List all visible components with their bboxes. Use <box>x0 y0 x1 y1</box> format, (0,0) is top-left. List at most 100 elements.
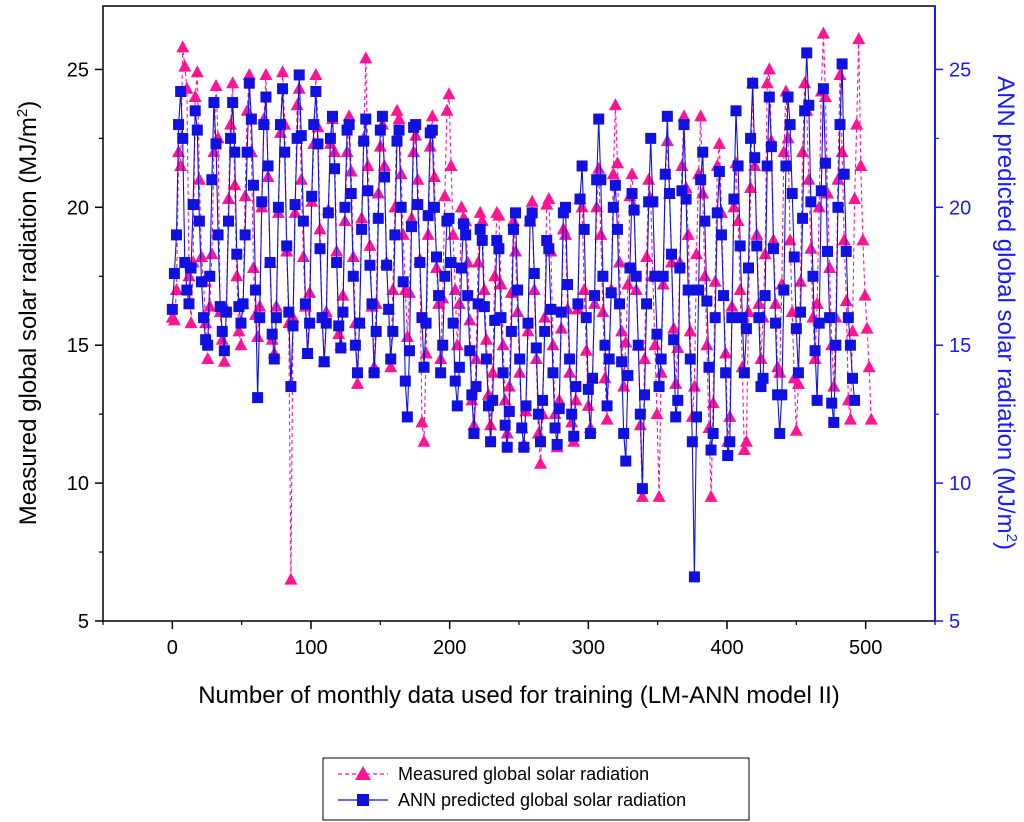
measured-point <box>446 227 460 240</box>
predicted-point <box>828 416 840 428</box>
predicted-point <box>216 325 228 337</box>
predicted-point <box>507 223 519 235</box>
predicted-point <box>701 295 713 307</box>
measured-point <box>681 227 695 240</box>
measured-point <box>610 156 624 169</box>
measured-point <box>850 117 864 130</box>
predicted-point <box>557 207 569 219</box>
measured-point <box>469 352 483 365</box>
predicted-point <box>734 240 746 252</box>
ticks-layer: 0 100 200 300 400 500 5 5 10 10 15 15 20 20 25 25 <box>67 59 972 659</box>
predicted-point <box>227 97 239 109</box>
predicted-point <box>189 105 201 117</box>
predicted-point <box>624 262 636 274</box>
measured-point <box>793 274 807 287</box>
measured-point <box>831 172 845 185</box>
predicted-point <box>204 270 216 282</box>
predicted-point <box>670 411 682 423</box>
predicted-point <box>403 345 415 357</box>
predicted-point <box>543 243 555 255</box>
predicted-point <box>755 381 767 393</box>
predicted-point <box>730 105 742 117</box>
predicted-point <box>455 262 467 274</box>
predicted-point <box>614 298 626 310</box>
y-tick-label-left: 25 <box>67 59 89 81</box>
measured-point <box>203 299 217 312</box>
measured-point <box>802 172 816 185</box>
predicted-point <box>274 119 286 131</box>
predicted-point <box>316 312 328 324</box>
measured-point <box>448 283 462 296</box>
predicted-point <box>707 427 719 439</box>
predicted-point <box>422 210 434 222</box>
predicted-point <box>482 400 494 412</box>
predicted-point <box>634 408 646 420</box>
predicted-point <box>337 306 349 318</box>
predicted-point <box>711 207 723 219</box>
predicted-point <box>830 339 842 351</box>
predicted-point <box>574 193 586 205</box>
predicted-point <box>416 312 428 324</box>
measured-point <box>818 90 832 103</box>
predicted-point <box>356 223 368 235</box>
predicted-point <box>435 367 447 379</box>
predicted-point <box>308 119 320 131</box>
predicted-point <box>738 367 750 379</box>
predicted-point <box>505 325 517 337</box>
measured-point <box>440 103 454 116</box>
predicted-point <box>385 353 397 365</box>
measured-point <box>259 67 273 80</box>
predicted-point <box>293 69 305 81</box>
predicted-point <box>306 190 318 202</box>
predicted-point <box>272 201 284 213</box>
predicted-point <box>491 234 503 246</box>
predicted-point <box>480 353 492 365</box>
predicted-point <box>520 400 532 412</box>
predicted-point <box>618 427 630 439</box>
predicted-point <box>381 259 393 271</box>
measured-point <box>698 269 712 282</box>
measured-point <box>635 489 649 502</box>
predicted-point <box>674 262 686 274</box>
predicted-point <box>264 256 276 268</box>
measured-point <box>386 283 400 296</box>
predicted-point <box>553 403 565 415</box>
predicted-point <box>341 124 353 136</box>
measured-point <box>833 67 847 80</box>
predicted-point <box>809 345 821 357</box>
measured-point <box>209 78 223 91</box>
predicted-point <box>684 353 696 365</box>
predicted-point <box>310 85 322 97</box>
measured-point <box>640 249 654 262</box>
measured-point <box>542 192 556 205</box>
predicted-point <box>335 342 347 354</box>
predicted-point <box>722 450 734 462</box>
predicted-point <box>351 367 363 379</box>
predicted-point <box>539 325 551 337</box>
measured-point <box>176 40 190 53</box>
predicted-point <box>780 160 792 172</box>
measured-point <box>608 98 622 111</box>
predicted-point <box>601 400 613 412</box>
legend: Measured global solar radiation ANN pred… <box>322 757 750 821</box>
measured-point <box>230 269 244 282</box>
measured-point <box>675 158 689 171</box>
measured-point <box>192 172 206 185</box>
y-axis-title-left: Measured global solar radiation (MJ/m2) <box>14 101 42 526</box>
predicted-point <box>632 339 644 351</box>
predicted-point <box>241 146 253 158</box>
measured-point <box>471 255 485 268</box>
predicted-point <box>720 367 732 379</box>
predicted-point <box>709 312 721 324</box>
predicted-point <box>666 248 678 260</box>
predicted-point <box>749 152 761 164</box>
predicted-point <box>430 251 442 263</box>
predicted-point <box>206 174 218 186</box>
predicted-point <box>453 361 465 373</box>
predicted-point <box>370 325 382 337</box>
predicted-point <box>582 383 594 395</box>
measured-point <box>425 109 439 122</box>
y-axis-title-right: ANN predicted global solar radiation (MJ… <box>992 76 1020 550</box>
predicted-point <box>297 215 309 227</box>
measured-point <box>246 260 260 273</box>
